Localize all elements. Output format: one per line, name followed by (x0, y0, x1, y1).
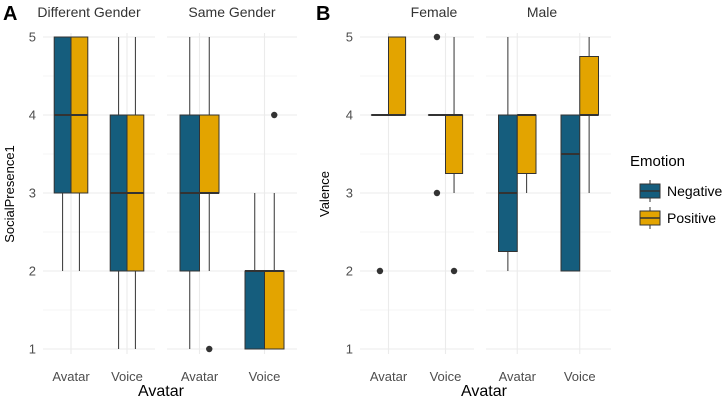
x-tick-label: Avatar (499, 369, 537, 384)
box-body (264, 270, 285, 350)
y-tick-label: 4 (346, 108, 353, 123)
box-body (244, 270, 265, 350)
box-voice-positive (579, 37, 599, 193)
legend-key-positive (639, 207, 661, 229)
x-tick-label: Avatar (52, 369, 90, 384)
y-tick-label: 3 (29, 186, 36, 201)
y-tick-label: 5 (346, 30, 353, 45)
box-avatar-negative (498, 37, 518, 271)
legend-key-negative (639, 180, 661, 202)
x-tick-label: Avatar (181, 369, 219, 384)
box-voice-negative (427, 33, 446, 197)
y-tick-label: 5 (29, 30, 36, 45)
facet-title-b-2: Male (527, 4, 558, 20)
legend: Emotion Negative Positive (630, 153, 722, 229)
panel-letter-a: A (3, 3, 17, 25)
y-tick-label: 2 (29, 264, 36, 279)
facet-title-a-1: Different Gender (37, 4, 141, 20)
box-voice-negative (109, 37, 128, 349)
x-tick-label: Voice (111, 369, 143, 384)
box-voice-positive (264, 111, 285, 350)
y-axis-title-b: Valence (317, 171, 332, 217)
y-tick-label: 2 (346, 264, 353, 279)
outlier-point (206, 345, 213, 353)
box-body (199, 114, 220, 194)
y-tick-label: 1 (346, 342, 353, 357)
x-tick-label: Avatar (370, 369, 408, 384)
box-avatar-positive (388, 36, 407, 116)
outlier-point (376, 267, 384, 275)
y-tick-label: 4 (29, 108, 36, 123)
box-avatar-negative (53, 36, 72, 271)
legend-label-positive: Positive (667, 210, 716, 226)
outlier-point (433, 189, 441, 197)
y-ticks-a: 1 2 3 4 5 (29, 30, 36, 357)
outlier-point (271, 111, 278, 119)
box-voice-positive (126, 37, 145, 349)
box-body (560, 114, 581, 272)
box-avatar-negative (370, 114, 389, 275)
x-tick-label: Voice (430, 369, 462, 384)
box-body (445, 114, 464, 174)
facet-title-a-2: Same Gender (188, 4, 275, 20)
box-body (579, 56, 599, 116)
y-ticks-b: 1 2 3 4 5 (346, 30, 353, 357)
box-voice-negative (244, 193, 265, 350)
box-avatar-positive (516, 114, 537, 193)
plot-area-b-male: Avatar Voice (486, 33, 611, 384)
box-avatar-negative (179, 37, 200, 349)
box-voice-negative (560, 114, 581, 272)
box-body (388, 36, 407, 116)
legend-label-negative: Negative (667, 183, 722, 199)
panel-letter-b: B (316, 3, 330, 25)
outlier-point (450, 267, 458, 275)
outlier-point (433, 33, 441, 41)
x-axis-title-a: Avatar (138, 383, 185, 400)
x-axis-title-b: Avatar (461, 383, 508, 400)
plot-area-a-different-gender: Avatar Voice (43, 33, 155, 384)
box-body (516, 114, 537, 174)
plot-area-b-female: Avatar Voice (360, 33, 474, 384)
x-tick-label: Voice (564, 369, 596, 384)
facet-title-b-1: Female (411, 4, 458, 20)
plot-area-a-same-gender: Avatar Voice (167, 33, 297, 384)
y-tick-label: 3 (346, 186, 353, 201)
x-tick-label: Voice (249, 369, 281, 384)
box-avatar-positive (199, 37, 220, 353)
legend-title: Emotion (630, 153, 685, 170)
box-voice-positive (445, 37, 464, 275)
y-axis-title-a: SocialPresence1 (2, 145, 17, 243)
box-avatar-positive (70, 36, 89, 271)
y-tick-label: 1 (29, 342, 36, 357)
box-body (498, 114, 518, 252)
